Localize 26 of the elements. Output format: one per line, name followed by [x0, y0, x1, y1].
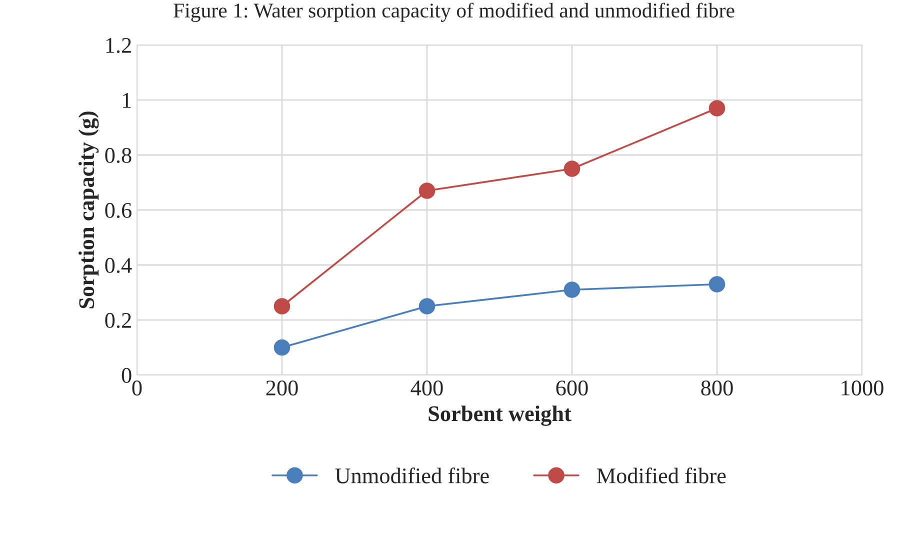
- point: [708, 276, 726, 292]
- point: [274, 339, 290, 356]
- x-tick-label: 200: [266, 380, 298, 396]
- x-tick-label: 1000: [842, 380, 884, 396]
- point: [418, 182, 436, 199]
- point: [418, 298, 436, 314]
- legend-label: Modified fibre: [596, 468, 726, 484]
- x-axis-title: Sorbent weight: [428, 406, 572, 426]
- y-tick-label: 1.2: [106, 38, 131, 54]
- y-tick-label: 0: [122, 368, 132, 383]
- chart-title: Figure 1: Water sorption capacity of modified and unmodified fibre: [174, 2, 734, 22]
- y-tick-label: 0.8: [105, 148, 132, 164]
- x-tick-label: 0: [132, 380, 142, 396]
- y-tick-label: 0.2: [105, 312, 131, 328]
- point: [564, 282, 580, 298]
- point: [274, 298, 290, 314]
- y-tick-label: 0.6: [105, 202, 132, 218]
- point: [564, 160, 580, 177]
- y-tick-label: 1: [122, 93, 131, 108]
- point: [708, 100, 726, 116]
- y-axis-title: Sorption capacity (g): [78, 112, 99, 308]
- legend-label: Unmodified fibre: [335, 468, 489, 484]
- x-tick-label: 600: [556, 380, 588, 396]
- x-tick-label: 800: [701, 380, 733, 396]
- x-tick-label: 400: [410, 380, 443, 396]
- y-tick-label: 0.4: [105, 258, 132, 274]
